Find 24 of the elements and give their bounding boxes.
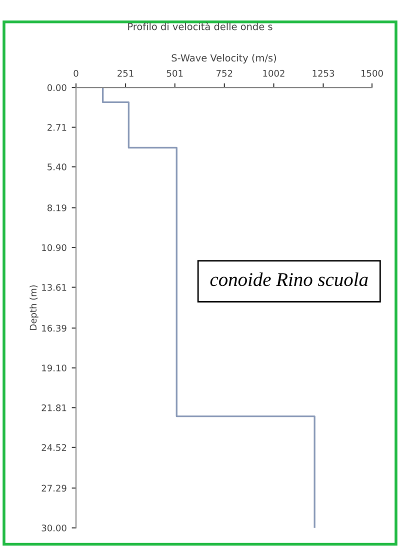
x-axis-title: S-Wave Velocity (m/s) xyxy=(172,54,276,64)
y-tick-label: 27.29 xyxy=(42,484,66,492)
x-tick-label: 501 xyxy=(166,70,183,77)
y-tick-label: 16.39 xyxy=(42,324,66,332)
chart-title: Profilo di velocità delle onde s xyxy=(128,22,272,30)
y-tick-label: 24.52 xyxy=(42,444,66,451)
y-tick-label: 30.00 xyxy=(42,524,66,532)
y-tick-label: 13.61 xyxy=(42,284,66,291)
x-tick-label: 752 xyxy=(216,70,232,77)
y-tick-label: 2.71 xyxy=(48,124,66,131)
y-axis-title: Depth (m) xyxy=(30,285,38,330)
y-tick-label: 0.00 xyxy=(47,84,66,92)
x-tick-label: 1253 xyxy=(312,70,334,77)
x-tick-label: 1002 xyxy=(263,70,284,77)
line-series xyxy=(102,88,316,528)
y-tick-label: 5.40 xyxy=(48,164,66,170)
annotation: conoide Rino scuola xyxy=(210,272,368,286)
x-tick-label: 1500 xyxy=(362,70,383,77)
x-tick-label: 251 xyxy=(118,70,134,77)
y-tick-label: 8.19 xyxy=(47,204,66,212)
y-tick-label: 19.10 xyxy=(42,364,66,372)
x-tick-label: 0 xyxy=(74,70,78,77)
y-tick-label: 10.90 xyxy=(42,244,66,252)
y-tick-label: 21.81 xyxy=(42,404,66,412)
